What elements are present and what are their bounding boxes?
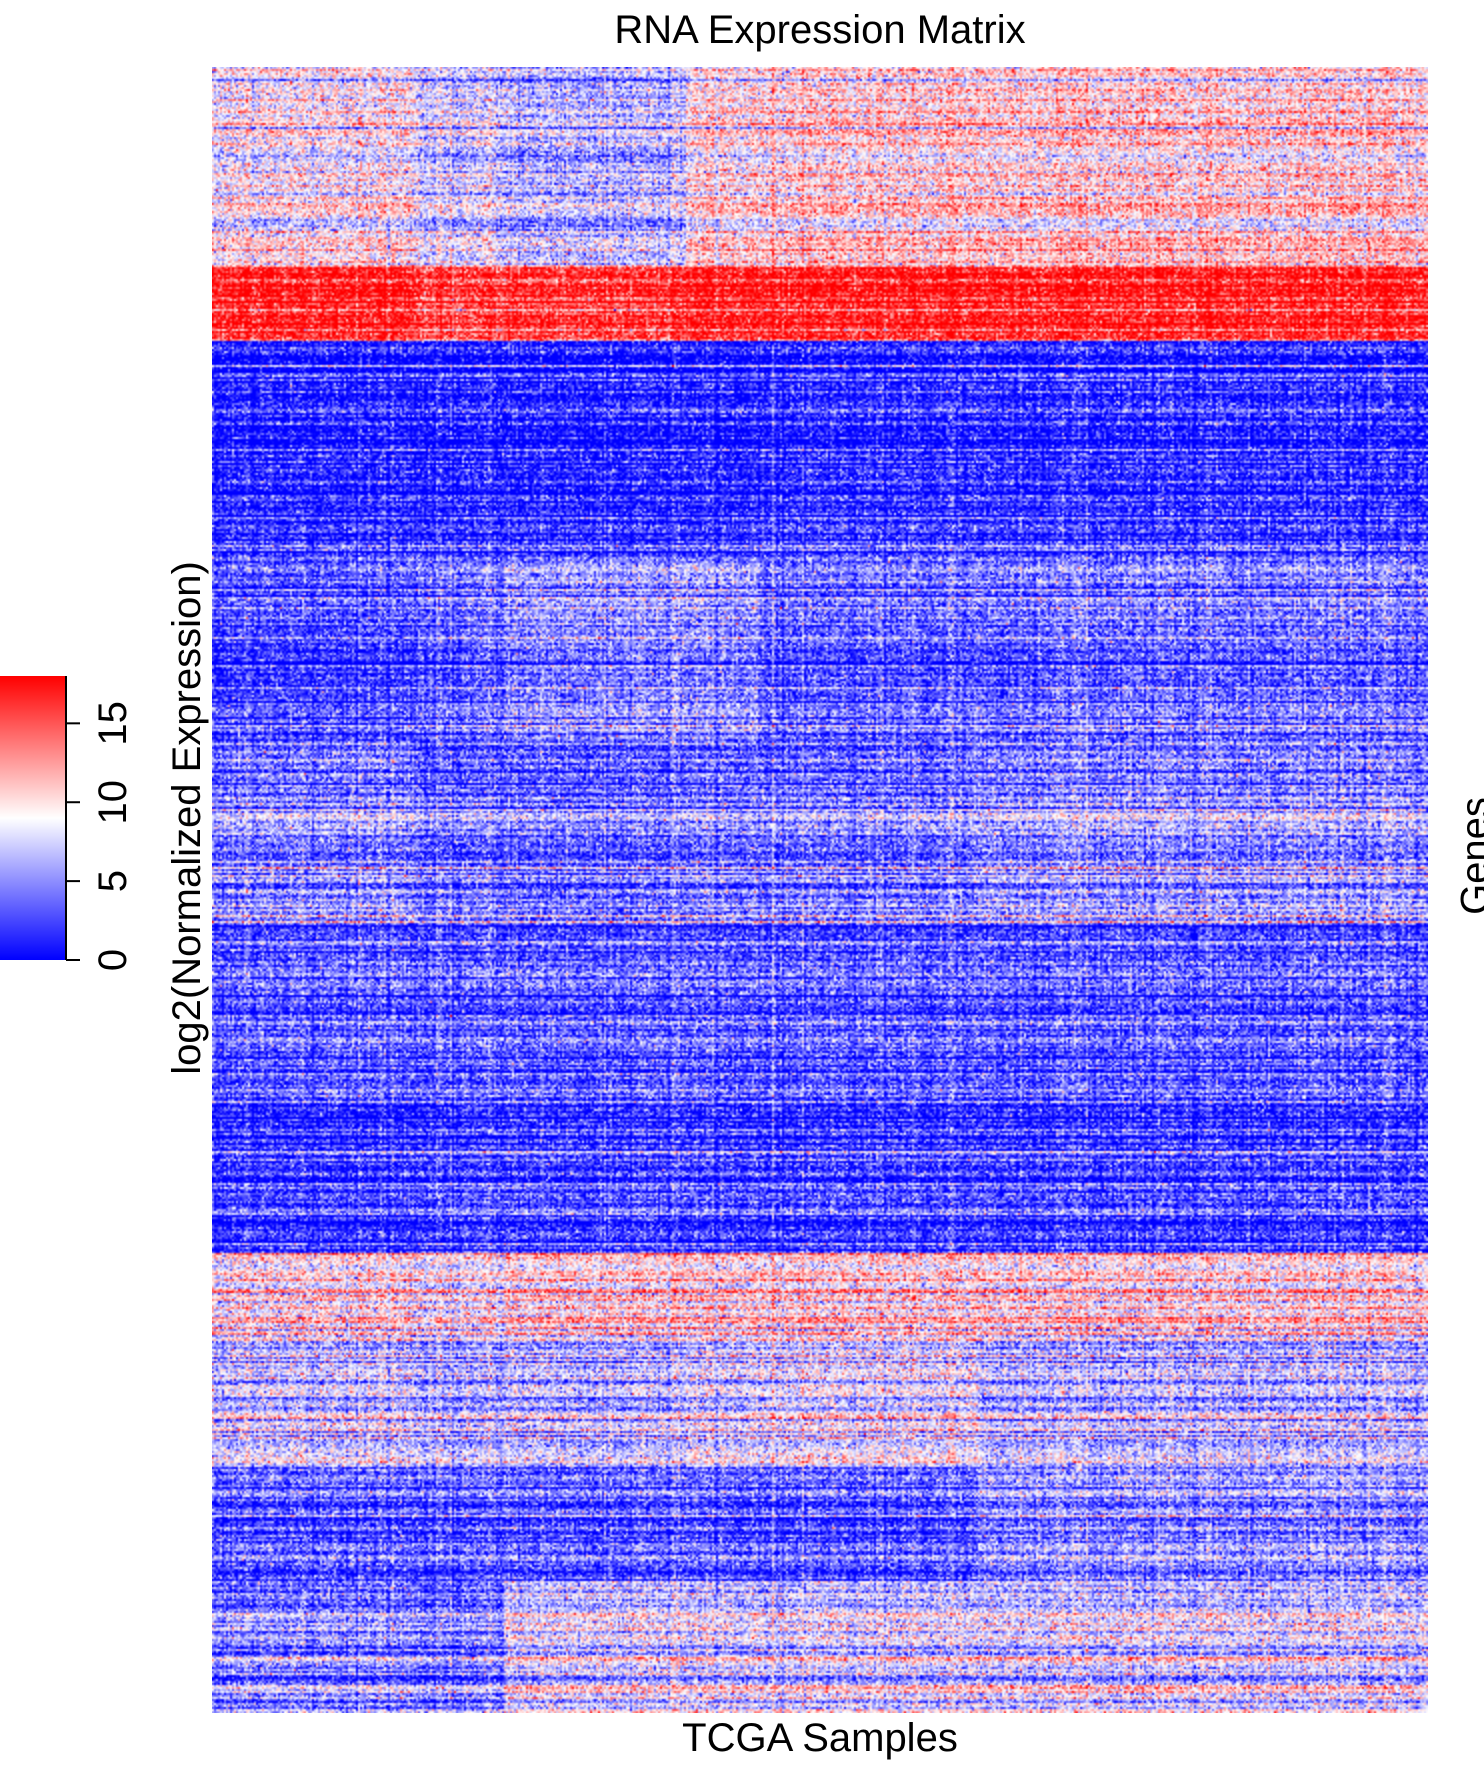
colorbar-ticks: 0 5 10 15 [66, 701, 135, 971]
colorbar-tick-label: 0 [91, 949, 135, 971]
colorbar-tick-label: 10 [91, 780, 135, 825]
chart-title: RNA Expression Matrix [614, 8, 1026, 52]
y-axis-label-text: Genes [1453, 797, 1484, 915]
colorbar-label: log2(Normalized Expression) [165, 561, 209, 1075]
colorbar-tick-label: 15 [91, 701, 135, 746]
heatmap-matrix [212, 67, 1428, 1713]
x-axis-label: TCGA Samples [682, 1716, 958, 1760]
colorbar-gradient [0, 676, 66, 960]
colorbar-tick-label: 5 [91, 870, 135, 892]
